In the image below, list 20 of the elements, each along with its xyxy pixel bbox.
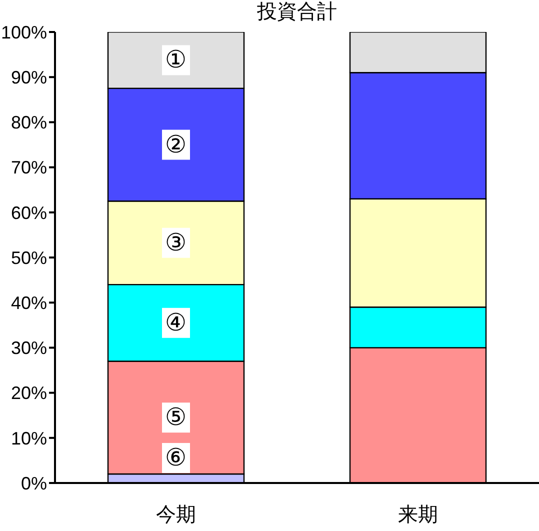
series-label: ④ — [165, 309, 187, 336]
y-tick-label: 10% — [10, 428, 47, 448]
series-label: ① — [165, 46, 187, 74]
series-label: ② — [165, 131, 187, 158]
series-label: ③ — [165, 229, 187, 256]
y-tick-label: 50% — [10, 248, 47, 268]
y-tick-label: 60% — [10, 202, 47, 223]
y-tick-label: 0% — [20, 473, 47, 494]
series-label: ⑥ — [165, 444, 187, 472]
y-tick-label: 90% — [10, 67, 47, 88]
y-tick-label: 20% — [10, 383, 47, 404]
x-tick-label: 今期 — [156, 504, 196, 526]
x-tick-label: 来期 — [398, 504, 438, 526]
chart-title: 投資合計 — [256, 0, 338, 24]
y-tick-label: 40% — [10, 292, 47, 313]
y-tick-label: 70% — [10, 158, 47, 178]
y-tick-label: 30% — [10, 338, 47, 358]
series-label: ⑤ — [165, 404, 187, 432]
y-tick-label: 100% — [0, 22, 47, 42]
y-tick-label: 80% — [10, 112, 47, 133]
